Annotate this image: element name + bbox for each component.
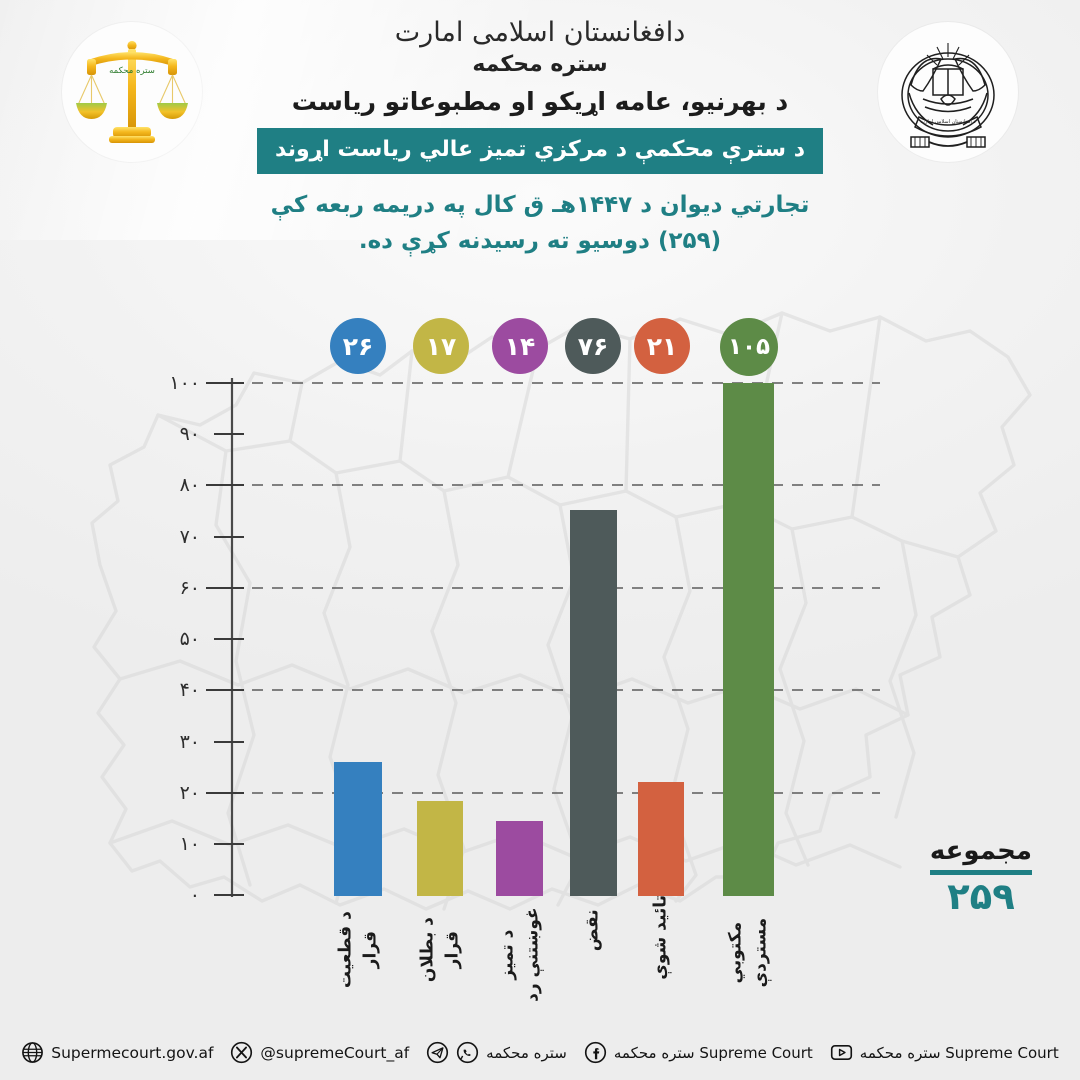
footer-x-handle: @supremeCourt_af	[260, 1043, 410, 1062]
catline-b-5: مستردې	[750, 917, 770, 988]
header-text-block: دافغانستان اسلامی امارت ستره محکمه د بهر…	[230, 16, 850, 259]
y-tick-label-60: ۶۰	[179, 577, 200, 599]
badge-naqz: ۷۶	[565, 318, 621, 374]
footer-item-x[interactable]: @supremeCourt_af	[230, 1041, 409, 1064]
bar-naqz	[570, 510, 617, 896]
footer-website-text: Supermecourt.gov.af	[51, 1043, 214, 1062]
catline-a-4: تائید شوې	[650, 894, 671, 980]
bar-qatiyat-qarar	[334, 762, 382, 896]
catline-a-5: مکتوبي	[725, 921, 746, 984]
catline-a-0: د قطعیت	[335, 911, 356, 989]
badge-maktubi-mustaradi: ۱۰۵	[720, 318, 778, 376]
catline-b-1: قرار	[442, 930, 462, 969]
category-label-maktubi-mustaradi: مکتوبي مستردې	[723, 893, 772, 1013]
organization-name: ستره محکمه	[472, 51, 608, 77]
x-twitter-icon	[231, 1041, 253, 1064]
balance-scales-icon: ستره محکمه	[76, 40, 188, 143]
y-tick-label-70: ۷۰	[179, 526, 200, 548]
footer-item-messaging[interactable]: ستره محکمه	[426, 1041, 567, 1064]
footer-youtube-text: Supreme Court ستره محکمه	[859, 1043, 1059, 1062]
y-tick-label-10: ۱۰	[179, 833, 200, 855]
badge-taid-shawe: ۲۱	[634, 318, 690, 374]
bar-tamiz-rad	[496, 821, 543, 896]
footer-item-website[interactable]: Supermecourt.gov.af	[21, 1041, 213, 1064]
category-label-butlan-qarar: د بطلان قرار	[415, 890, 464, 1010]
y-tick-label-80: ۸۰	[179, 474, 200, 496]
calligraphy-title: دافغانستان اسلامی امارت	[394, 17, 686, 48]
y-tick-label-20: ۲۰	[179, 782, 200, 804]
bar-butlan-qarar	[417, 801, 463, 896]
footer-item-youtube[interactable]: Supreme Court ستره محکمه	[830, 1041, 1059, 1064]
footer-facebook-text: Supreme Court ستره محکمه	[613, 1043, 813, 1062]
category-label-tamiz-rad: د تمیز غوښتنې رد	[495, 895, 544, 1015]
subtitle-line-1: تجارتي دیوان د ۱۴۴۷هـ ق کال په دریمه ربع…	[270, 192, 810, 219]
badge-qatiyat-qarar: ۲۶	[330, 318, 386, 374]
y-tick-label-0: ۰	[189, 884, 200, 906]
supreme-court-scales-logo: ستره محکمه	[62, 22, 202, 162]
y-tick-label-30: ۳۰	[179, 731, 200, 753]
emirate-emblem-icon: د افغانستان اسلامي امارت	[901, 43, 995, 148]
badge-butlan-qarar: ۱۷	[413, 318, 469, 374]
subtitle-block: تجارتي دیوان د ۱۴۴۷هـ ق کال په دریمه ربع…	[230, 188, 850, 259]
total-summary: مجموعه ۲۵۹	[929, 836, 1032, 918]
catline-b-2: غوښتنې رد	[522, 907, 542, 1002]
y-tick-label-100: ۱۰۰	[169, 372, 200, 394]
total-divider	[929, 870, 1032, 875]
category-label-taid-shawe: تائید شوې	[649, 877, 674, 997]
logo-right-caption: د افغانستان اسلامي امارت	[920, 119, 975, 125]
catline-a-3: نقض	[582, 909, 603, 952]
globe-icon	[22, 1042, 44, 1063]
total-value: ۲۵۹	[947, 875, 1015, 918]
catline-a-1: د بطلان	[417, 917, 438, 983]
facebook-icon	[584, 1041, 606, 1064]
total-label: مجموعه	[929, 836, 1032, 866]
department-name: د بهرنیو، عامه اړیکو او مطبوعاتو ریاست	[291, 86, 789, 116]
logo-left-caption: ستره محکمه	[109, 66, 155, 76]
category-label-qatiyat-qarar: د قطعیت قرار	[333, 890, 382, 1010]
whatsapp-icon	[457, 1041, 479, 1064]
footer-item-facebook[interactable]: Supreme Court ستره محکمه	[584, 1041, 813, 1064]
y-tick-label-40: ۴۰	[179, 679, 200, 701]
catline-a-2: د تمیز	[497, 929, 518, 980]
y-tick-label-50: ۵۰	[179, 628, 200, 650]
badge-tamiz-rad: ۱۴	[492, 318, 548, 374]
telegram-icon	[427, 1041, 449, 1064]
y-tick-label-90: ۹۰	[179, 423, 200, 445]
subtitle-line-2: (۲۵۹) دوسیو ته رسیدنه کړې ده.	[358, 227, 722, 254]
catline-b-0: قرار	[360, 930, 380, 969]
headline-banner: د سترې محکمې د مرکزي تمیز عالي ریاست اړو…	[257, 127, 823, 175]
category-label-naqz: نقض	[581, 870, 606, 990]
bar-taid-shawe	[638, 782, 684, 896]
footer-messaging-text: ستره محکمه	[486, 1043, 567, 1062]
youtube-icon	[830, 1044, 852, 1061]
social-footer: Supermecourt.gov.af @supremeCourt_af ستر…	[0, 1041, 1080, 1064]
bar-maktubi-mustaradi	[723, 383, 774, 896]
islamic-emirate-emblem-logo: د افغانستان اسلامي امارت	[878, 22, 1018, 162]
